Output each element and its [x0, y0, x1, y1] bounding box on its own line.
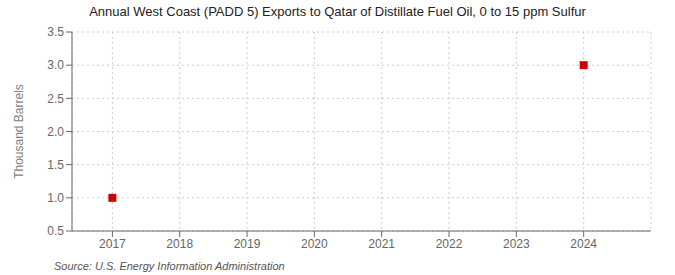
svg-text:1.0: 1.0	[47, 191, 64, 205]
svg-text:2020: 2020	[301, 237, 328, 251]
svg-text:2023: 2023	[503, 237, 530, 251]
svg-text:2021: 2021	[368, 237, 395, 251]
svg-text:2019: 2019	[234, 237, 261, 251]
svg-text:3.0: 3.0	[47, 58, 64, 72]
svg-text:2.0: 2.0	[47, 125, 64, 139]
svg-text:0.5: 0.5	[47, 224, 64, 238]
svg-text:2017: 2017	[99, 237, 126, 251]
svg-text:2018: 2018	[166, 237, 193, 251]
html-text:Source: U.S. Energy Informatio: Source: U.S. Energy Information Administ…	[54, 260, 285, 272]
html-text:Annual West Coast (PADD 5) Exp: Annual West Coast (PADD 5) Exports to Qa…	[89, 4, 586, 19]
svg-text:2024: 2024	[570, 237, 597, 251]
svg-text:Thousand Barrels: Thousand Barrels	[12, 84, 26, 179]
svg-text:2022: 2022	[436, 237, 463, 251]
svg-text:2.5: 2.5	[47, 92, 64, 106]
svg-text:3.5: 3.5	[47, 25, 64, 39]
svg-text:1.5: 1.5	[47, 158, 64, 172]
